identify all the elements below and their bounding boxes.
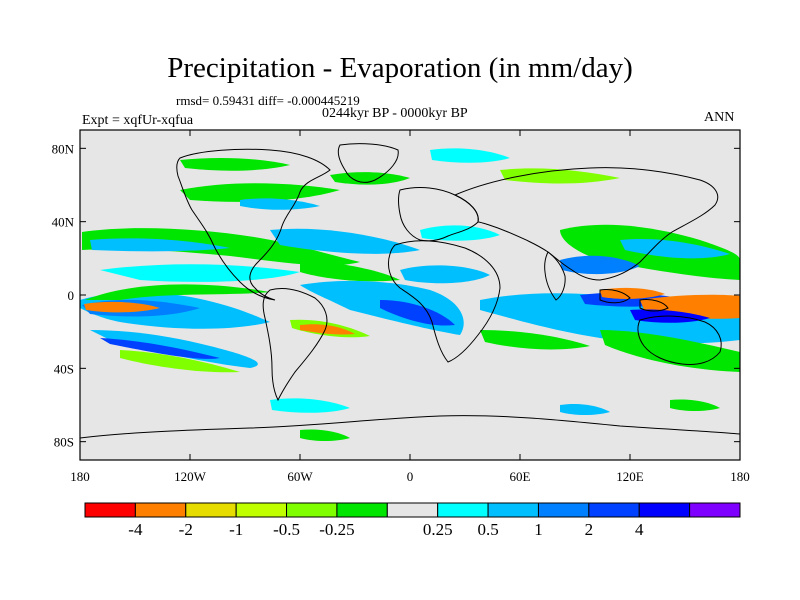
lat-tick-label: 40N — [52, 215, 75, 230]
latitude-axis: 80N 40N 0 40S 80S — [52, 141, 740, 450]
anomaly-field — [80, 148, 740, 441]
colorbar-label: -4 — [128, 520, 143, 539]
lon-tick-label: 60W — [287, 469, 313, 484]
colorbar-box — [286, 502, 338, 518]
colorbar-box — [386, 502, 439, 518]
colorbar-label: 4 — [635, 520, 644, 539]
colorbar-label: -0.5 — [273, 520, 300, 539]
lat-tick-label: 80N — [52, 141, 75, 156]
colorbar-box — [638, 502, 691, 518]
lat-tick-label: 40S — [54, 361, 74, 376]
colorbar-box — [84, 502, 136, 518]
colorbar-box — [588, 502, 640, 518]
colorbar-label: -1 — [229, 520, 243, 539]
stats-label: rmsd= 0.59431 diff= -0.000445219 — [176, 93, 360, 108]
colorbar-box — [487, 502, 539, 518]
colorbar-label: 1 — [534, 520, 543, 539]
colorbar — [84, 502, 741, 518]
lat-tick-label: 0 — [68, 288, 75, 303]
colorbar-box — [437, 502, 489, 518]
colorbar-box — [185, 502, 237, 518]
lon-tick-label: 0 — [407, 469, 414, 484]
experiment-label: Expt = xqfUr-xqfua — [82, 113, 194, 128]
season-label: ANN — [704, 110, 735, 125]
lon-tick-label: 180 — [70, 469, 90, 484]
colorbar-box — [537, 502, 590, 518]
colorbar-label: 2 — [585, 520, 594, 539]
colorbar-box — [235, 502, 288, 518]
lat-tick-label: 80S — [54, 435, 74, 450]
colorbar-box — [336, 502, 388, 518]
coastlines — [80, 143, 740, 439]
colorbar-box — [134, 502, 187, 518]
lon-tick-label: 60E — [510, 469, 531, 484]
colorbar-label: 0.5 — [477, 520, 498, 539]
lon-tick-label: 120W — [174, 469, 207, 484]
colorbar-labels: -4 -2 -1 -0.5 -0.25 0.25 0.5 1 2 4 — [128, 520, 644, 539]
map-title: Precipitation - Evaporation (in mm/day) — [167, 52, 633, 84]
colorbar-label: -2 — [179, 520, 193, 539]
colorbar-label: -0.25 — [319, 520, 354, 539]
colorbar-label: 0.25 — [423, 520, 453, 539]
lon-tick-label: 120E — [616, 469, 644, 484]
period-label: 0244kyr BP - 0000kyr BP — [322, 106, 468, 121]
longitude-axis: 180 120W 60W 0 60E 120E 180 — [70, 130, 750, 484]
lon-tick-label: 180 — [730, 469, 750, 484]
colorbar-box — [689, 502, 741, 518]
